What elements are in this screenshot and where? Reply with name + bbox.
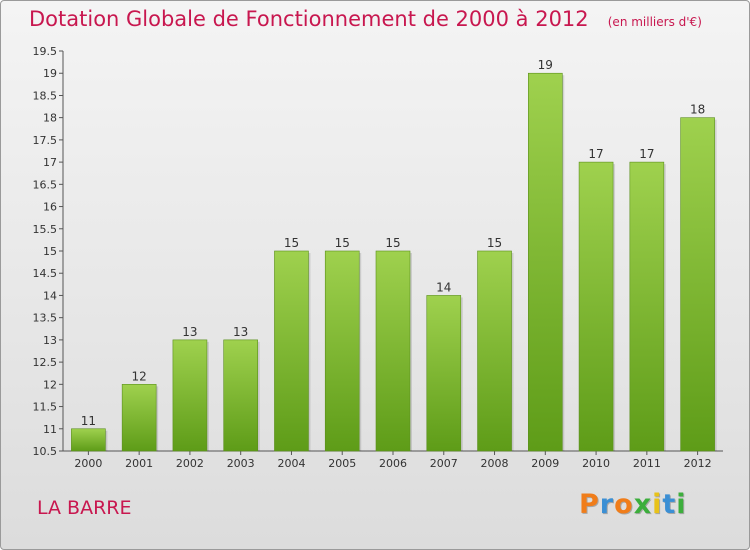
x-tick-label: 2000	[74, 457, 102, 470]
bar-2010	[578, 161, 614, 452]
y-tick-label: 12.5	[33, 356, 58, 369]
bar-value-label: 12	[132, 369, 147, 383]
x-tick-label: 2009	[531, 457, 559, 470]
proxiti-logo: Proxiti	[579, 489, 687, 520]
x-tick-label: 2005	[328, 457, 356, 470]
logo-letter: x	[633, 489, 653, 520]
y-tick-label: 14.5	[33, 267, 58, 280]
logo-letter: o	[614, 489, 634, 520]
y-tick-label: 17.5	[33, 134, 58, 147]
y-tick-label: 15	[43, 245, 57, 258]
bar-value-label: 13	[233, 325, 248, 339]
y-tick-label: 19.5	[33, 45, 58, 58]
bar-2000	[71, 428, 106, 452]
y-tick-label: 13	[43, 334, 57, 347]
bar-2005	[324, 250, 360, 452]
x-tick-label: 2006	[379, 457, 407, 470]
bar-2003	[223, 339, 258, 452]
bar-value-label: 17	[639, 147, 654, 161]
chart-title: Dotation Globale de Fonctionnement de 20…	[29, 7, 589, 31]
bar-2004	[274, 250, 309, 452]
y-tick-label: 16	[43, 201, 57, 214]
y-tick-label: 13.5	[33, 312, 58, 325]
logo-letter: P	[579, 489, 600, 520]
x-tick-label: 2011	[633, 457, 661, 470]
x-tick-label: 2008	[481, 457, 509, 470]
y-tick-label: 16.5	[33, 178, 58, 191]
y-tick-label: 18	[43, 112, 57, 125]
y-tick-label: 19	[43, 67, 57, 80]
chart-subtitle: (en milliers d'€)	[607, 15, 702, 29]
bar-value-label: 17	[588, 147, 603, 161]
bar-2011	[629, 161, 665, 452]
bar-2002	[172, 339, 208, 452]
bar-value-label: 15	[284, 236, 299, 250]
x-tick-label: 2001	[125, 457, 153, 470]
y-tick-label: 11.5	[33, 401, 58, 414]
x-tick-label: 2007	[430, 457, 458, 470]
bar-2001	[121, 384, 157, 452]
x-tick-label: 2012	[684, 457, 712, 470]
bar-2007	[426, 295, 462, 452]
logo-letter: r	[599, 489, 615, 520]
x-tick-label: 2003	[227, 457, 255, 470]
y-tick-label: 11	[43, 423, 57, 436]
bar-value-label: 15	[335, 236, 350, 250]
logo-letter: t	[662, 489, 677, 520]
y-tick-label: 10.5	[33, 445, 58, 458]
y-tick-label: 15.5	[33, 223, 58, 236]
y-tick-label: 17	[43, 156, 57, 169]
bar-2008	[477, 250, 512, 452]
y-tick-label: 12	[43, 378, 57, 391]
bar-value-label: 11	[81, 414, 96, 428]
y-tick-label: 18.5	[33, 89, 58, 102]
x-tick-label: 2002	[176, 457, 204, 470]
bar-2009	[528, 72, 563, 452]
bar-value-label: 15	[487, 236, 502, 250]
bar-2006	[375, 250, 411, 452]
x-tick-label: 2010	[582, 457, 610, 470]
logo-letter: i	[652, 489, 663, 520]
bar-2012	[680, 117, 715, 452]
logo-letter: i	[676, 489, 687, 520]
y-tick-label: 14	[43, 289, 57, 302]
x-tick-label: 2004	[277, 457, 305, 470]
title-row: Dotation Globale de Fonctionnement de 20…	[29, 7, 702, 31]
bar-value-label: 14	[436, 280, 451, 294]
bar-value-label: 18	[690, 103, 705, 117]
bar-value-label: 15	[385, 236, 400, 250]
commune-name: LA BARRE	[37, 497, 132, 519]
bar-value-label: 19	[538, 58, 553, 72]
bar-value-label: 13	[182, 325, 197, 339]
